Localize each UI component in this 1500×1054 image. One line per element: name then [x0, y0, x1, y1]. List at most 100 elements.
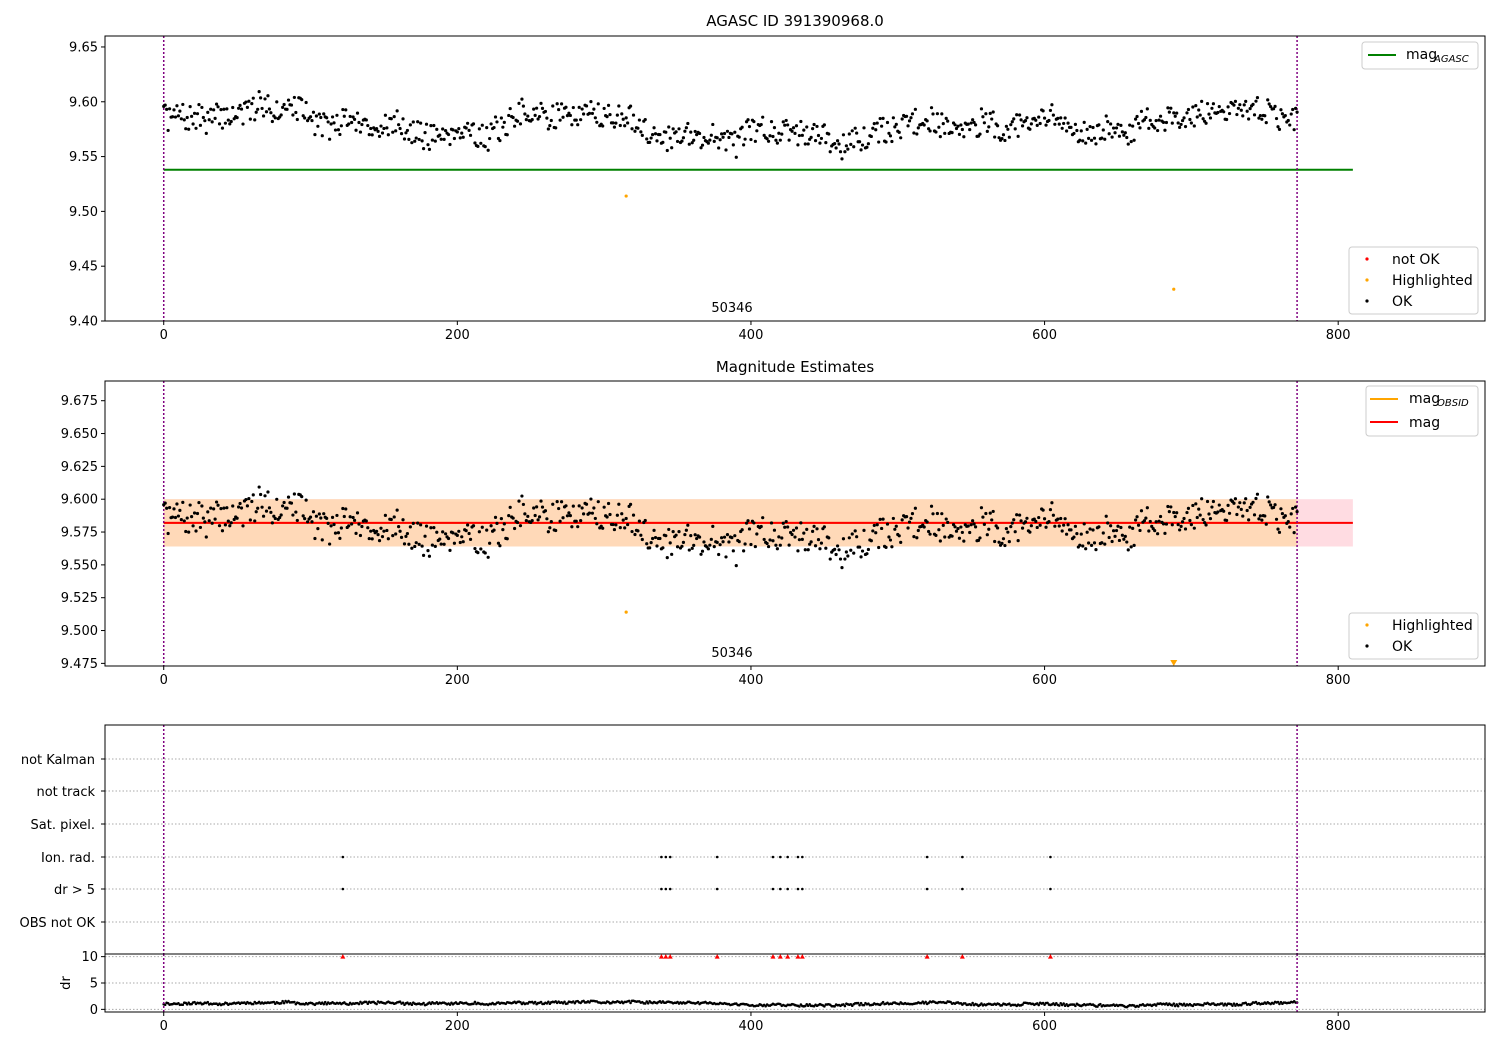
ok-point [1217, 105, 1221, 109]
ok-point [402, 542, 407, 546]
ok-point [173, 515, 178, 520]
ok-point [708, 543, 712, 547]
ok-point [1122, 133, 1126, 137]
legend-marker-not-ok [1365, 257, 1369, 261]
ok-point [699, 552, 703, 556]
ok-point [181, 500, 185, 504]
ok-point [1131, 124, 1135, 128]
ok-point [1245, 508, 1249, 513]
ok-point [681, 136, 686, 140]
ok-point [1277, 127, 1282, 132]
ok-point [981, 115, 985, 119]
dr-point [1276, 1000, 1280, 1004]
ok-point [485, 528, 489, 532]
ok-point [184, 127, 188, 131]
ok-point [1147, 126, 1151, 130]
ok-point [1111, 126, 1116, 130]
ok-point [524, 518, 528, 523]
ok-point [982, 121, 986, 125]
ok-point [207, 118, 211, 122]
ok-point [649, 136, 653, 140]
ok-point [350, 120, 354, 125]
ok-point [718, 138, 722, 142]
dr-clipped-marker [667, 954, 673, 959]
ok-point [1201, 117, 1205, 121]
ok-point [1167, 110, 1171, 114]
legend-label: Highlighted [1392, 618, 1473, 634]
dr-point [629, 1001, 632, 1005]
ok-point [330, 115, 335, 119]
ok-point [483, 145, 487, 149]
ok-point [687, 142, 691, 146]
ok-point [292, 492, 296, 496]
ok-point [677, 127, 681, 131]
ok-point [458, 136, 462, 140]
ok-point [822, 525, 826, 529]
ok-point [429, 526, 433, 530]
ok-point [1103, 137, 1107, 141]
ok-point [239, 107, 244, 111]
ok-point [1211, 499, 1216, 504]
ok-point [369, 529, 373, 533]
ok-point [943, 535, 947, 539]
x-tick-label: 400 [739, 673, 764, 688]
ok-point [1066, 523, 1070, 527]
ok-point [236, 505, 241, 509]
ok-point [1200, 99, 1204, 103]
ok-point [291, 513, 295, 517]
ok-point [960, 127, 964, 132]
ok-point [1128, 123, 1132, 127]
ok-point [554, 528, 558, 533]
highlighted-offscale-marker [1170, 660, 1178, 667]
ok-point [872, 122, 876, 126]
ok-point [178, 508, 182, 513]
ok-point [841, 133, 846, 137]
ok-point [909, 516, 913, 520]
ok-point [448, 142, 452, 147]
dr-point [279, 1001, 283, 1005]
ok-point [1113, 131, 1117, 135]
ok-point [813, 544, 818, 548]
ok-point [1139, 509, 1144, 513]
y-tick-label: 9.40 [69, 315, 98, 330]
ok-point [264, 110, 269, 114]
ok-point [1129, 139, 1133, 144]
dr-point [519, 1000, 522, 1004]
ok-point [508, 106, 512, 111]
dr-point [980, 1002, 983, 1005]
ok-point [668, 541, 672, 545]
ok-point [596, 500, 600, 504]
ok-point [706, 547, 710, 551]
ok-point [1123, 534, 1127, 538]
ok-point [931, 112, 935, 116]
ok-point [376, 533, 380, 537]
ok-point [786, 123, 790, 127]
dr-point [1021, 1003, 1024, 1006]
ok-point [633, 532, 637, 537]
ok-point [941, 122, 945, 126]
ok-point [731, 143, 735, 147]
ok-point [305, 119, 310, 123]
flag-point [1049, 887, 1052, 891]
ok-point [231, 105, 235, 110]
ok-point [217, 122, 222, 126]
ok-point [1163, 128, 1167, 132]
ok-point [621, 518, 625, 522]
ok-point [213, 517, 217, 521]
ok-point [568, 113, 572, 118]
ok-point [775, 547, 779, 551]
ok-point [225, 107, 229, 111]
ok-point [766, 139, 771, 143]
ok-point [1257, 116, 1261, 120]
ok-point [424, 122, 429, 126]
ok-point [1258, 514, 1262, 518]
legend-mid-points: Highlighted OK [1348, 612, 1479, 660]
ok-point [922, 525, 926, 529]
ok-point [1163, 531, 1167, 535]
ok-point [336, 531, 341, 535]
ok-point [314, 514, 319, 518]
ok-point [859, 555, 863, 559]
ok-point [515, 119, 520, 123]
ok-point [1274, 116, 1279, 121]
ok-point [1117, 134, 1122, 138]
